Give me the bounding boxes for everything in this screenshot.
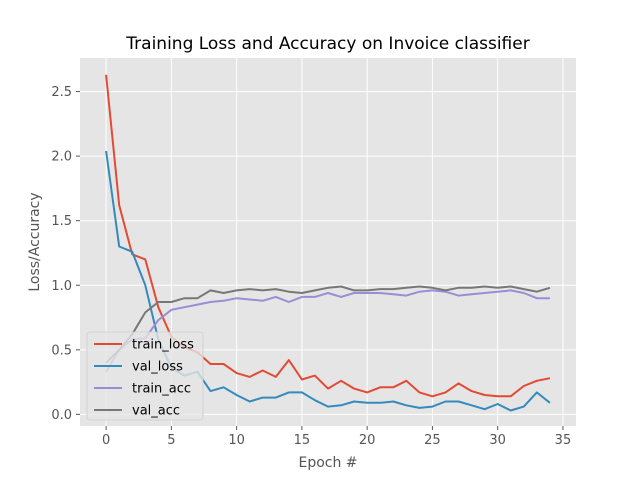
y-tick-label: 2.0 [51, 150, 72, 165]
y-tick-label: 2.5 [51, 85, 72, 100]
val-acc-line [105, 285, 551, 364]
x-tick-label: 20 [359, 433, 376, 448]
y-tick-label: 0.5 [51, 343, 72, 358]
x-axis-ticks: 0 5 10 15 20 25 30 35 [102, 426, 571, 448]
x-tick-label: 35 [555, 433, 572, 448]
val-acc-legend-label: val_acc [132, 404, 180, 419]
train-loss-legend-label: train_loss [132, 338, 194, 353]
x-tick-label: 30 [489, 433, 506, 448]
y-axis-label: Loss/Accuracy [27, 192, 43, 291]
y-tick-label: 1.0 [51, 279, 72, 294]
val-loss-legend-label: val_loss [132, 360, 183, 375]
train-acc-line [105, 289, 550, 373]
y-tick-label: 1.5 [51, 214, 72, 229]
x-axis-label: Epoch # [298, 455, 357, 471]
y-axis-ticks: 0.0 0.5 1.0 1.5 2.0 2.5 [51, 85, 80, 423]
x-tick-label: 10 [228, 433, 245, 448]
x-tick-label: 15 [294, 433, 311, 448]
train-acc-legend-label: train_acc [132, 382, 191, 397]
x-tick-label: 5 [167, 433, 175, 448]
legend: train_loss val_loss train_acc val_acc [86, 331, 204, 421]
chart-title: Training Loss and Accuracy on Invoice cl… [125, 34, 529, 54]
legend-box [86, 331, 204, 421]
y-tick-label: 0.0 [51, 408, 72, 423]
x-tick-label: 25 [424, 433, 441, 448]
x-tick-label: 0 [102, 433, 110, 448]
